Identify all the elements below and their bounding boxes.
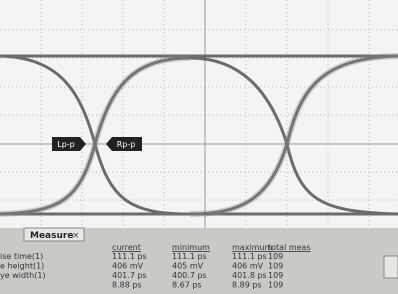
cell: 401.7 ps — [112, 271, 147, 280]
cell: 8.67 ps — [172, 281, 202, 290]
cell: 8.89 ps — [232, 281, 262, 290]
cell: 111.1 ps — [112, 252, 147, 261]
cell: 406 mV — [232, 262, 264, 271]
cell: 400.7 ps — [172, 271, 207, 280]
cell: 111.1 ps — [172, 252, 207, 261]
column-header: total meas — [268, 243, 311, 252]
marker-label: Rp-p — [117, 140, 136, 149]
row-label: e height(1) — [0, 262, 44, 271]
page: Lp-p Rp-p Measure × current minimum maximu… — [0, 0, 398, 294]
tab-label[interactable]: Measure — [30, 231, 73, 241]
cell: 401.8 ps — [232, 271, 267, 280]
graticule-bg — [0, 0, 398, 228]
close-icon[interactable]: × — [72, 231, 80, 241]
marker-left: Lp-p — [52, 137, 86, 151]
cell: 8.88 ps — [112, 281, 142, 290]
column-header: maximum — [232, 243, 273, 252]
cell: 109 — [268, 281, 283, 290]
scope-screen: Lp-p Rp-p Measure × current minimum maximu… — [0, 0, 398, 294]
side-button[interactable] — [384, 256, 398, 278]
cell: 406 mV — [112, 262, 144, 271]
marker-right: Rp-p — [106, 137, 142, 151]
marker-label: Lp-p — [57, 140, 75, 149]
column-header: current — [112, 243, 141, 252]
row-label: ise time(1) — [0, 252, 43, 261]
column-header: minimum — [172, 243, 210, 252]
cell: 109 — [268, 271, 283, 280]
cell: 109 — [268, 262, 283, 271]
cell: 109 — [268, 252, 283, 261]
cell: 405 mV — [172, 262, 204, 271]
row-label: ye width(1) — [0, 271, 46, 280]
cell: 111.1 ps — [232, 252, 267, 261]
